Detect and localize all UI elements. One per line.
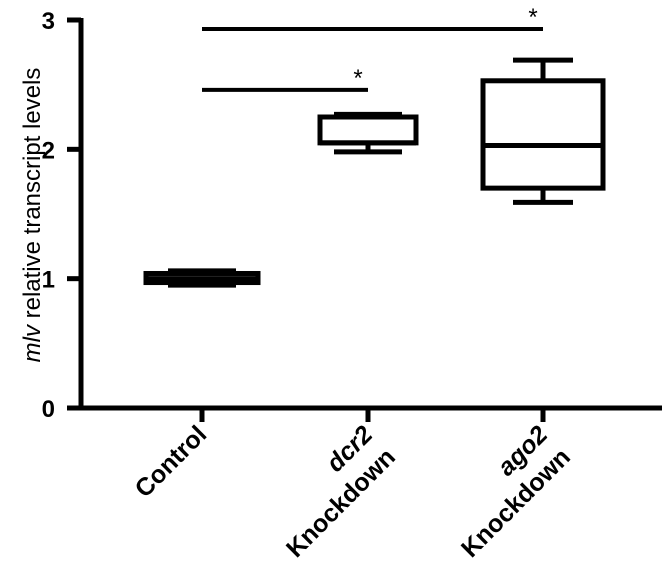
box-2-iqr: [480, 78, 606, 191]
box-1: [317, 111, 419, 155]
y-axis-title: mlv relative transcript levels: [19, 68, 46, 363]
x-label-0-line1: Control: [130, 420, 213, 503]
svg-text:mlv relative transcript levels: mlv relative transcript levels: [19, 68, 46, 363]
axes: 0 1 2 3: [42, 8, 662, 423]
box-2: [480, 57, 606, 205]
y-tick-label-1: 1: [42, 267, 55, 294]
y-axis-title-gene: mlv: [19, 323, 46, 362]
y-tick-label-0: 0: [42, 396, 55, 423]
significance-bars: **: [202, 4, 543, 92]
x-label-0: Control: [130, 420, 213, 503]
y-tick-label-3: 3: [42, 8, 55, 35]
box-0: [143, 268, 261, 288]
significance-star-0: *: [353, 65, 362, 92]
box-1-iqr: [317, 114, 419, 146]
y-axis-title-text: relative transcript levels: [19, 68, 46, 325]
boxes: [143, 57, 606, 288]
y-tick-label-2: 2: [42, 137, 55, 164]
significance-star-1: *: [528, 4, 537, 31]
